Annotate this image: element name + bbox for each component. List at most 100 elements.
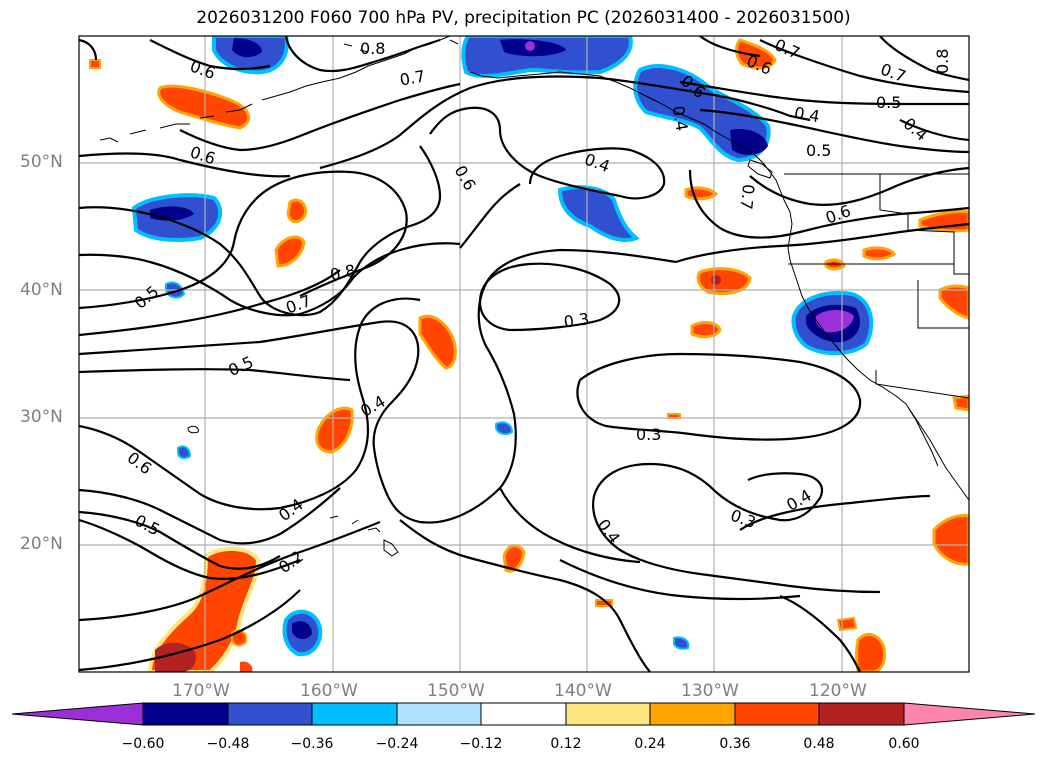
- pv-contour: [79, 368, 351, 382]
- colorbar-tick: −0.36: [290, 736, 334, 752]
- pv-contour: [79, 242, 461, 317]
- pv-contour: [592, 495, 881, 594]
- precip-blob: [232, 38, 262, 58]
- precip-blob: [815, 310, 854, 333]
- pv-contour: [576, 352, 862, 441]
- precip-blob: [502, 544, 526, 573]
- pv-contour: [284, 36, 441, 73]
- pv-contour: [399, 519, 651, 672]
- colorbar-segment: [565, 702, 651, 726]
- pv-contours: [79, 36, 969, 672]
- contour-label: 0.5: [806, 141, 831, 160]
- precip-blob: [274, 235, 306, 268]
- colorbar-segment: [142, 702, 229, 726]
- pv-contour: [759, 39, 969, 94]
- colorbar-tick: −0.60: [121, 736, 165, 752]
- baja-california: [905, 403, 969, 501]
- british-columbia-coast: [715, 131, 785, 201]
- contour-label: 0.4: [668, 104, 691, 132]
- lon-label-170w: 170°W: [172, 681, 230, 701]
- contour-label: 0.8: [933, 49, 952, 74]
- colorbar-segment: [734, 702, 820, 726]
- precip-blob: [418, 314, 457, 370]
- colorbar-extend-high: [903, 702, 1036, 726]
- colorbar-segment: [818, 702, 905, 726]
- pv-contour: [179, 82, 461, 152]
- precip-blob: [673, 636, 690, 650]
- west-coast-us: [783, 199, 907, 405]
- contour-label: 0.7: [398, 66, 426, 89]
- pv-contour: [688, 169, 969, 239]
- pv-contour: [499, 487, 801, 601]
- lat-label-40n: 40°N: [20, 280, 63, 300]
- precip-blob: [855, 632, 886, 672]
- colorbar: [11, 702, 1036, 726]
- colorbar-segment: [227, 702, 313, 726]
- vancouver-island: [747, 159, 773, 179]
- pv-contour: [79, 145, 442, 317]
- lat-label-50n: 50°N: [20, 152, 63, 172]
- precip-blob: [495, 421, 514, 436]
- pv-contour: [779, 594, 861, 672]
- lat-label-30n: 30°N: [20, 407, 63, 427]
- colorbar-tick: −0.48: [206, 736, 250, 752]
- pv-contour: [149, 39, 271, 71]
- colorbar-extend-low: [11, 702, 144, 726]
- colorbar-tick: 0.60: [888, 736, 920, 752]
- pv-contour: [478, 262, 621, 332]
- precip-blob: [684, 186, 719, 201]
- colorbar-tick: −0.24: [375, 736, 419, 752]
- lon-label-150w: 150°W: [427, 681, 485, 701]
- pv-contour: [749, 166, 969, 206]
- precip-blob: [286, 198, 308, 224]
- pv-contour: [79, 487, 341, 545]
- map-frame: [78, 35, 970, 673]
- precip-blob: [938, 284, 969, 320]
- lon-label-160w: 160°W: [300, 681, 358, 701]
- lon-label-120w: 120°W: [809, 681, 867, 701]
- contour-label: 0.8: [360, 39, 385, 58]
- contour-label: 0.7: [737, 183, 759, 210]
- precip-blob: [862, 246, 897, 261]
- pv-contour: [699, 36, 761, 58]
- precip-blob: [952, 394, 969, 412]
- pv-contour: [79, 520, 381, 622]
- precip-blob: [730, 128, 768, 155]
- precip-blob: [147, 547, 261, 672]
- contour-label: 0.3: [563, 309, 591, 331]
- pv-contour: [79, 297, 421, 511]
- precip-blob: [711, 275, 721, 285]
- precip-blob: [690, 321, 722, 339]
- pv-contour: [79, 269, 341, 337]
- pv-contour: [899, 119, 969, 142]
- pv-contour: [675, 222, 969, 264]
- colorbar-tick: 0.12: [550, 736, 582, 752]
- precip-blob: [292, 621, 312, 640]
- graticule: [79, 36, 969, 672]
- map-title: 2026031200 F060 700 hPa PV, precipitatio…: [196, 8, 851, 28]
- pv-contour: [79, 170, 408, 310]
- pv-contour: [79, 75, 811, 178]
- colorbar-tick: 0.36: [719, 736, 751, 752]
- precip-blob: [177, 445, 192, 460]
- contour-label: 0.4: [793, 103, 821, 126]
- aleutian-islands: [99, 53, 405, 143]
- pv-contour: [739, 494, 931, 531]
- pv-contour: [679, 80, 969, 106]
- contour-label: 0.3: [636, 425, 661, 444]
- aleutian-dots: [343, 39, 459, 53]
- negative-precip-areas: [131, 36, 874, 657]
- colorbar-segment: [649, 702, 736, 726]
- colorbar-segment: [396, 702, 482, 726]
- pv-contour: [592, 462, 824, 522]
- precip-blob: [240, 661, 253, 672]
- pv-contour: [699, 108, 969, 154]
- colorbar-segment: [311, 702, 398, 726]
- colorbar-tick: −0.12: [459, 736, 503, 752]
- precip-blob: [696, 267, 752, 295]
- pv-contour: [79, 510, 281, 570]
- pv-contour: [79, 38, 98, 61]
- colorbar-tick: 0.24: [634, 736, 666, 752]
- pv-contour: [79, 589, 301, 672]
